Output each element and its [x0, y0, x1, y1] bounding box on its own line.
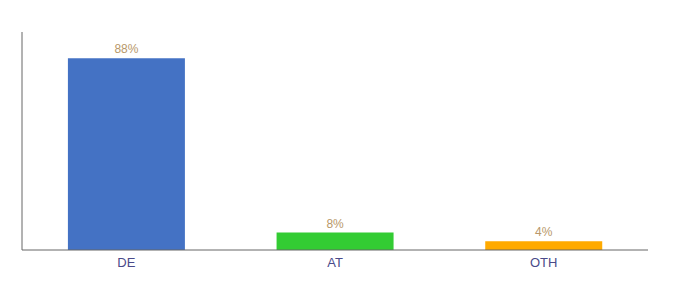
- svg-text:4%: 4%: [535, 225, 553, 239]
- svg-text:OTH: OTH: [530, 255, 557, 270]
- svg-text:88%: 88%: [114, 42, 138, 56]
- svg-text:DE: DE: [117, 255, 135, 270]
- svg-text:8%: 8%: [326, 217, 344, 231]
- svg-text:AT: AT: [327, 255, 343, 270]
